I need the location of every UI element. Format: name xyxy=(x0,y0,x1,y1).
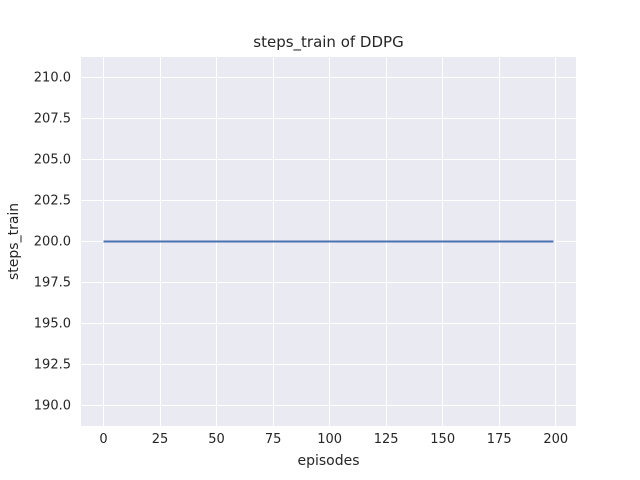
x-axis-label: episodes xyxy=(297,453,360,469)
y-tick-label: 210.0 xyxy=(33,70,71,85)
x-tick-label: 100 xyxy=(317,432,343,447)
x-tick-label: 50 xyxy=(208,432,225,447)
x-tick-label: 200 xyxy=(543,432,569,447)
y-tick-label: 200.0 xyxy=(33,234,71,249)
gridline-horizontal xyxy=(81,282,576,283)
x-tick-label: 150 xyxy=(430,432,456,447)
y-tick-label: 190.0 xyxy=(33,398,71,413)
gridline-horizontal xyxy=(81,364,576,365)
gridline-horizontal xyxy=(81,77,576,78)
y-tick-label: 202.5 xyxy=(33,193,71,208)
x-tick-label: 75 xyxy=(264,432,282,447)
x-tick-label: 0 xyxy=(99,432,108,447)
gridline-horizontal xyxy=(81,323,576,324)
y-tick-label: 197.5 xyxy=(33,275,71,290)
y-tick-label: 192.5 xyxy=(33,357,71,372)
gridline-horizontal xyxy=(81,159,576,160)
gridline-horizontal xyxy=(81,405,576,406)
x-axis-ticks: 0 25 50 75 100 125 150 175 200 xyxy=(81,426,576,448)
y-axis-ticks: 190.0 192.5 195.0 197.5 200.0 202.5 205.0 207.5… xyxy=(0,57,76,426)
plot-area xyxy=(81,57,576,426)
gridline-horizontal xyxy=(81,200,576,201)
gridline-horizontal xyxy=(81,118,576,119)
y-tick-label: 205.0 xyxy=(33,152,71,167)
series-layer xyxy=(81,57,576,426)
x-tick-label: 125 xyxy=(373,432,399,447)
y-tick-label: 207.5 xyxy=(33,111,71,126)
chart-title: steps_train of DDPG xyxy=(253,33,404,51)
y-tick-label: 195.0 xyxy=(33,316,71,331)
x-tick-label: 25 xyxy=(151,432,169,447)
x-tick-label: 175 xyxy=(486,432,512,447)
